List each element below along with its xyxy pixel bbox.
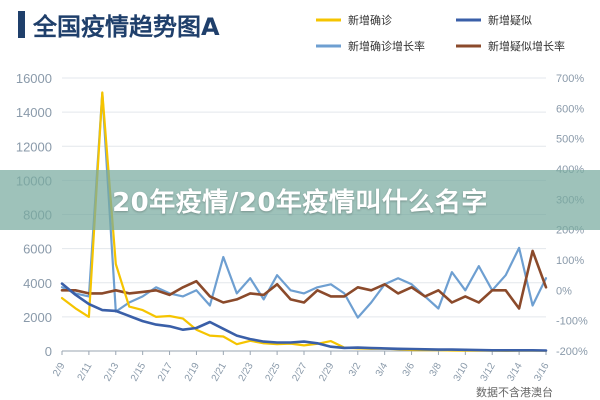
- y-right-tick-label: 0%: [556, 285, 572, 297]
- y-left-tick-label: 2000: [23, 310, 52, 325]
- x-tick-label: 2/29: [317, 361, 336, 384]
- series-line-suspected: [60, 282, 548, 352]
- title-bar-accent: [18, 11, 25, 38]
- y-right-tick-label: -100%: [556, 316, 588, 328]
- x-tick-label: 2/17: [156, 361, 175, 384]
- x-tick-label: 3/4: [374, 361, 391, 379]
- x-tick-label: 3/2: [347, 361, 364, 379]
- x-axis: 2/9 2/11 2/13 2/15 2/17 2/19 2/21 2/23 2/25 2/27 2…: [51, 351, 552, 383]
- y-left-tick-label: 14000: [16, 105, 52, 120]
- legend-label-suspected-growth: 新增疑似增长率: [488, 39, 565, 53]
- legend-label-confirmed-growth: 新增确诊增长率: [348, 39, 425, 53]
- x-tick-label: 2/25: [263, 361, 282, 384]
- x-tick-label: 2/23: [237, 361, 256, 384]
- legend-label-confirmed: 新增确诊: [348, 13, 392, 27]
- x-tick-label: 2/15: [129, 361, 148, 384]
- y-left-tick-label: 16000: [16, 71, 52, 86]
- y-right-tick-label: 700%: [556, 73, 584, 85]
- y-right-tick-label: 500%: [556, 134, 584, 146]
- series-line-confirmed-growth: [60, 92, 548, 319]
- source-note: 数据不含港澳台: [476, 385, 553, 399]
- x-tick-label: 2/19: [183, 361, 202, 384]
- x-tick-label: 3/6: [401, 361, 418, 379]
- y-right-tick-label: 600%: [556, 103, 584, 115]
- x-tick-label: 2/13: [102, 361, 121, 384]
- y-left-tick-label: 6000: [23, 242, 52, 257]
- x-tick-label: 3/10: [452, 361, 471, 384]
- x-tick-label: 3/12: [479, 361, 498, 384]
- y-left-tick-label: 12000: [16, 139, 52, 154]
- series-lines: [60, 91, 548, 352]
- series-line-suspected-growth: [60, 249, 548, 310]
- chart-title: 全国疫情趋势图A: [32, 13, 220, 41]
- caption-overlay: 20年疫情/20年疫情叫什么名字: [0, 170, 600, 230]
- y-right-tick-label: 100%: [556, 255, 584, 267]
- x-tick-label: 2/27: [290, 361, 309, 384]
- legend: 新增确诊 新增疑似 新增确诊增长率 新增疑似增长率: [316, 13, 565, 53]
- x-tick-label: 2/21: [210, 361, 229, 384]
- y-right-tick-label: -200%: [556, 346, 588, 358]
- y-left-tick-label: 0: [45, 344, 52, 359]
- x-tick-label: 2/11: [76, 361, 95, 383]
- caption-text: 20年疫情/20年疫情叫什么名字: [112, 187, 488, 218]
- x-tick-label: 3/14: [505, 361, 524, 384]
- x-tick-label: 3/16: [532, 361, 551, 384]
- legend-label-suspected: 新增疑似: [488, 13, 532, 27]
- x-tick-label: 3/8: [428, 361, 445, 379]
- x-tick-label: 2/9: [51, 361, 68, 379]
- y-left-tick-label: 4000: [23, 276, 52, 291]
